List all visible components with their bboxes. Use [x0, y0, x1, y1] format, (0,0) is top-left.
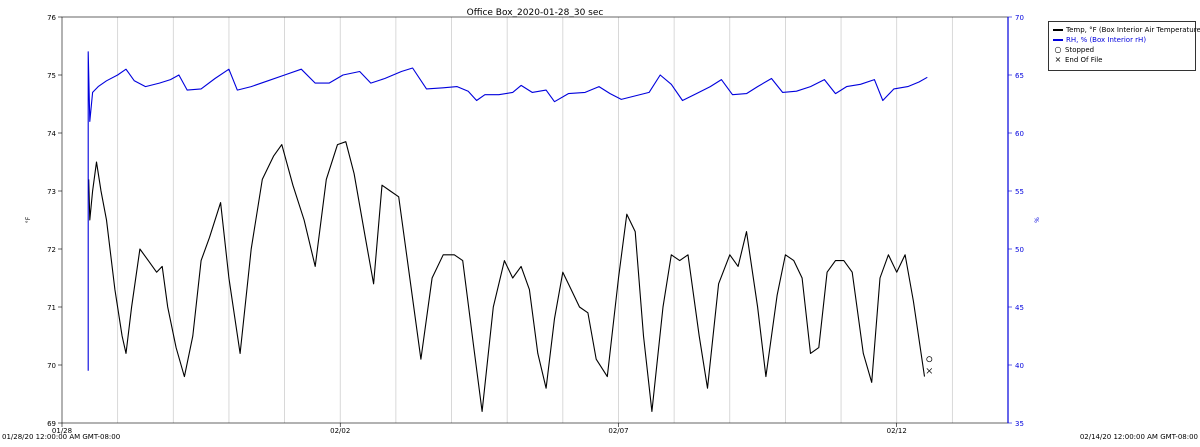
- right-axis-label: %: [1034, 217, 1041, 223]
- end-of-file-marker: [926, 368, 933, 374]
- left-axis: 69 70 71 72 73 74 75 76: [47, 14, 62, 428]
- left-tick-label: 73: [47, 188, 56, 196]
- left-tick-label: 69: [47, 420, 56, 428]
- x-start-label: 01/28/20 12:00:00 AM GMT-08:00: [2, 433, 120, 441]
- legend-entry-temp: Temp, °F (Box Interior Air Temperature): [1053, 26, 1200, 34]
- x-tick-label: 02/02: [330, 427, 350, 435]
- left-tick-label: 72: [47, 246, 56, 254]
- legend-label-stopped: Stopped: [1065, 46, 1095, 54]
- right-tick-label: 70: [1015, 14, 1024, 22]
- right-tick-label: 60: [1015, 130, 1024, 138]
- right-tick-label: 35: [1015, 420, 1024, 428]
- right-tick-label: 55: [1015, 188, 1024, 196]
- chart-title: Office Box_2020-01-28_30 sec: [467, 8, 604, 18]
- stopped-marker: [926, 356, 933, 363]
- x-tick-label: 01/28: [52, 427, 72, 435]
- circle-icon: ○: [1054, 45, 1062, 54]
- x-tick-label: 02/07: [608, 427, 628, 435]
- left-tick-label: 71: [47, 304, 56, 312]
- x-mark-icon: ×: [1054, 55, 1062, 64]
- legend-entry-rh: RH, % (Box Interior rH): [1053, 36, 1146, 44]
- legend-swatch-temp: [1053, 29, 1063, 31]
- series-layer: [87, 51, 928, 412]
- legend-entry-eof: × End Of File: [1053, 55, 1103, 65]
- right-tick-label: 65: [1015, 72, 1024, 80]
- right-axis: 35 40 45 50 55 60 65 70: [1007, 14, 1024, 428]
- x-axis: 01/28 02/02 02/07 02/12: [52, 423, 907, 435]
- left-axis-label: °F: [25, 216, 32, 223]
- x-end-label: 02/14/20 12:00:00 AM GMT-08:00: [1080, 433, 1198, 441]
- right-tick-label: 45: [1015, 304, 1024, 312]
- legend-swatch-rh: [1053, 39, 1063, 41]
- marker-layer: [926, 356, 933, 374]
- legend: Temp, °F (Box Interior Air Temperature) …: [1048, 21, 1200, 71]
- left-tick-label: 74: [47, 130, 56, 138]
- legend-label-rh: RH, % (Box Interior rH): [1066, 36, 1147, 44]
- left-tick-label: 75: [47, 72, 56, 80]
- temp-series-line: [88, 141, 926, 412]
- right-tick-label: 40: [1015, 362, 1024, 370]
- rh-series-line: [87, 51, 928, 371]
- legend-label-eof: End Of File: [1065, 56, 1103, 64]
- x-tick-label: 02/12: [887, 427, 907, 435]
- left-tick-label: 70: [47, 362, 56, 370]
- legend-label-temp: Temp, °F (Box Interior Air Temperature): [1066, 26, 1200, 34]
- legend-entry-stopped: ○ Stopped: [1053, 45, 1095, 55]
- right-tick-label: 50: [1015, 246, 1024, 254]
- gridlines: [117, 17, 953, 423]
- left-tick-label: 76: [47, 14, 56, 22]
